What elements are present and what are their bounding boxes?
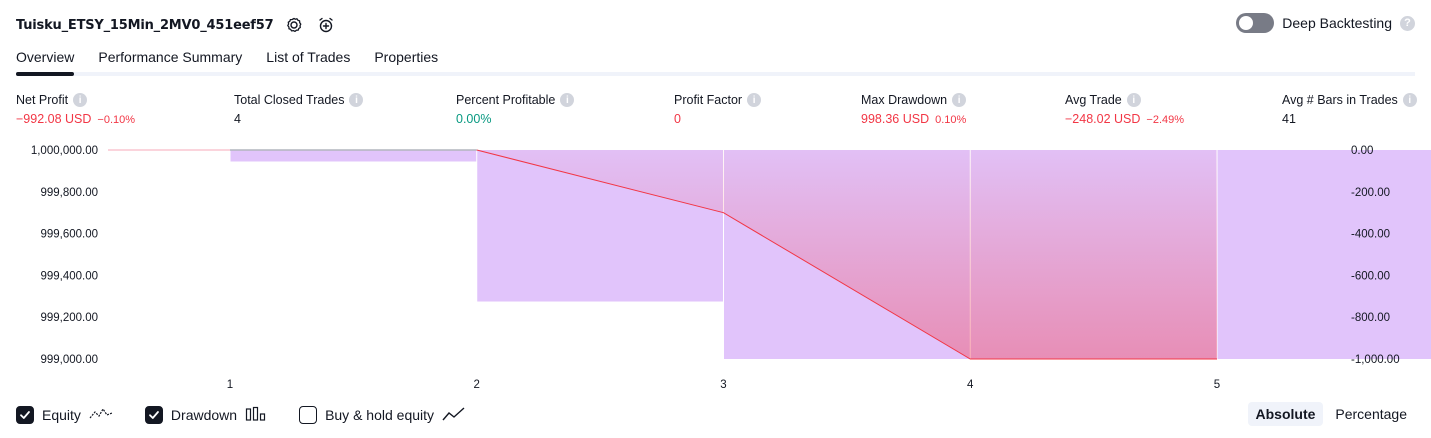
bar-chart-icon bbox=[245, 406, 267, 425]
report-tabs: Overview Performance Summary List of Tra… bbox=[16, 44, 1415, 76]
equity-label: Equity bbox=[42, 407, 81, 423]
info-icon[interactable]: i bbox=[952, 93, 967, 107]
metric-net-profit: Net Profit i −992.08 USD −0.10% bbox=[16, 93, 135, 126]
drawdown-bar bbox=[1217, 150, 1431, 359]
strategy-title: Tuisku_ETSY_15Min_2MV0_451eef57 bbox=[16, 17, 274, 33]
metric-label: Max Drawdown bbox=[861, 93, 948, 107]
right-axis-tick: -1,000.00 bbox=[1351, 354, 1400, 366]
right-axis-tick: -200.00 bbox=[1351, 187, 1390, 199]
checkbox-checked-icon[interactable] bbox=[16, 406, 34, 424]
info-icon[interactable]: i bbox=[73, 93, 88, 107]
metric-label: Percent Profitable bbox=[456, 93, 556, 107]
right-axis-tick: -400.00 bbox=[1351, 229, 1390, 241]
x-axis-tick: 5 bbox=[1214, 379, 1220, 391]
metric-max-drawdown: Max Drawdown i 998.36 USD 0.10% bbox=[861, 93, 966, 126]
equity-checkbox[interactable]: Equity bbox=[16, 406, 113, 425]
left-axis-tick: 999,000.00 bbox=[40, 354, 98, 366]
info-icon[interactable]: i bbox=[349, 93, 364, 107]
metric-label: Profit Factor bbox=[674, 93, 743, 107]
drawdown-label: Drawdown bbox=[170, 407, 238, 423]
metric-total-closed-trades: Total Closed Trades i 4 bbox=[234, 93, 364, 126]
tab-list-of-trades[interactable]: List of Trades bbox=[266, 49, 351, 65]
right-axis-tick: -600.00 bbox=[1351, 270, 1390, 282]
metric-label: Total Closed Trades bbox=[234, 93, 345, 107]
left-axis-tick: 999,400.00 bbox=[40, 270, 98, 282]
metric-value: 0 bbox=[674, 112, 681, 126]
checkbox-checked-icon[interactable] bbox=[144, 406, 163, 424]
x-axis-tick: 3 bbox=[720, 379, 726, 391]
metric-avg-trade: Avg Trade i −248.02 USD −2.49% bbox=[1065, 93, 1184, 126]
metric-percent: −0.10% bbox=[97, 114, 136, 126]
chart-legend-bar: Equity Drawdown Buy & hold equity Absolu… bbox=[16, 402, 1415, 428]
metric-profit-factor: Profit Factor i 0 bbox=[674, 93, 762, 126]
equity-drawdown-chart[interactable]: 1,000,000.00 999,800.00 999,600.00 999,400.… bbox=[0, 138, 1431, 398]
metric-percent-profitable: Percent Profitable i 0.00% bbox=[456, 93, 575, 126]
metric-percent: 0.10% bbox=[935, 114, 967, 126]
alarm-plus-icon[interactable] bbox=[315, 14, 337, 36]
absolute-button[interactable]: Absolute bbox=[1247, 402, 1324, 426]
deep-backtesting-label: Deep Backtesting bbox=[1282, 15, 1392, 31]
metric-value: 41 bbox=[1282, 112, 1296, 126]
buy-hold-label: Buy & hold equity bbox=[325, 407, 435, 423]
left-axis-tick: 1,000,000.00 bbox=[31, 145, 98, 157]
metric-value: 4 bbox=[234, 112, 241, 126]
right-axis-tick: 0.00 bbox=[1351, 145, 1373, 157]
drawdown-checkbox[interactable]: Drawdown bbox=[144, 406, 267, 425]
deep-backtesting-toggle[interactable] bbox=[1236, 13, 1275, 33]
equity-line bbox=[476, 149, 1217, 360]
checkbox-unchecked-icon[interactable] bbox=[299, 406, 318, 424]
tab-overview[interactable]: Overview bbox=[16, 44, 75, 76]
report-header: Tuisku_ETSY_15Min_2MV0_451eef57 Deep Bac… bbox=[16, 12, 1415, 38]
percentage-button[interactable]: Percentage bbox=[1335, 406, 1407, 422]
metric-label: Net Profit bbox=[16, 93, 69, 107]
left-axis-tick: 999,200.00 bbox=[40, 312, 98, 324]
left-axis-tick: 999,800.00 bbox=[40, 187, 98, 199]
metric-value: 0.00% bbox=[456, 112, 492, 126]
metric-value: −248.02 USD bbox=[1065, 112, 1141, 126]
buy-hold-checkbox[interactable]: Buy & hold equity bbox=[299, 406, 466, 425]
trend-line-icon bbox=[442, 406, 466, 425]
x-axis-tick: 2 bbox=[474, 379, 480, 391]
metric-label: Avg # Bars in Trades bbox=[1282, 93, 1398, 107]
equity-area bbox=[230, 150, 1217, 359]
info-icon[interactable]: i bbox=[747, 93, 762, 107]
gear-icon[interactable] bbox=[283, 14, 305, 36]
left-axis-tick: 999,600.00 bbox=[40, 229, 98, 241]
equity-line-icon bbox=[89, 406, 113, 425]
scale-mode-switch: Absolute Percentage bbox=[1247, 402, 1416, 426]
drawdown-bar bbox=[230, 150, 477, 162]
metric-value: 998.36 USD bbox=[861, 112, 930, 126]
info-icon[interactable]: i bbox=[1402, 93, 1417, 107]
right-axis-tick: -800.00 bbox=[1351, 312, 1390, 324]
metric-value: −992.08 USD bbox=[16, 112, 92, 126]
x-axis-tick: 1 bbox=[227, 379, 233, 391]
help-icon[interactable]: ? bbox=[1400, 15, 1415, 31]
metric-avg-bars-in-trades: Avg # Bars in Trades i 41 bbox=[1282, 93, 1417, 126]
info-icon[interactable]: i bbox=[1126, 93, 1141, 107]
tab-properties[interactable]: Properties bbox=[374, 49, 439, 65]
x-axis-tick: 4 bbox=[967, 379, 974, 391]
info-icon[interactable]: i bbox=[560, 93, 575, 107]
tab-performance-summary[interactable]: Performance Summary bbox=[98, 49, 243, 65]
metric-label: Avg Trade bbox=[1065, 93, 1122, 107]
metrics-row: Net Profit i −992.08 USD −0.10% Total Clos… bbox=[16, 93, 1417, 133]
deep-backtesting: Deep Backtesting ? bbox=[1236, 13, 1415, 33]
metric-percent: −2.49% bbox=[1146, 114, 1185, 126]
